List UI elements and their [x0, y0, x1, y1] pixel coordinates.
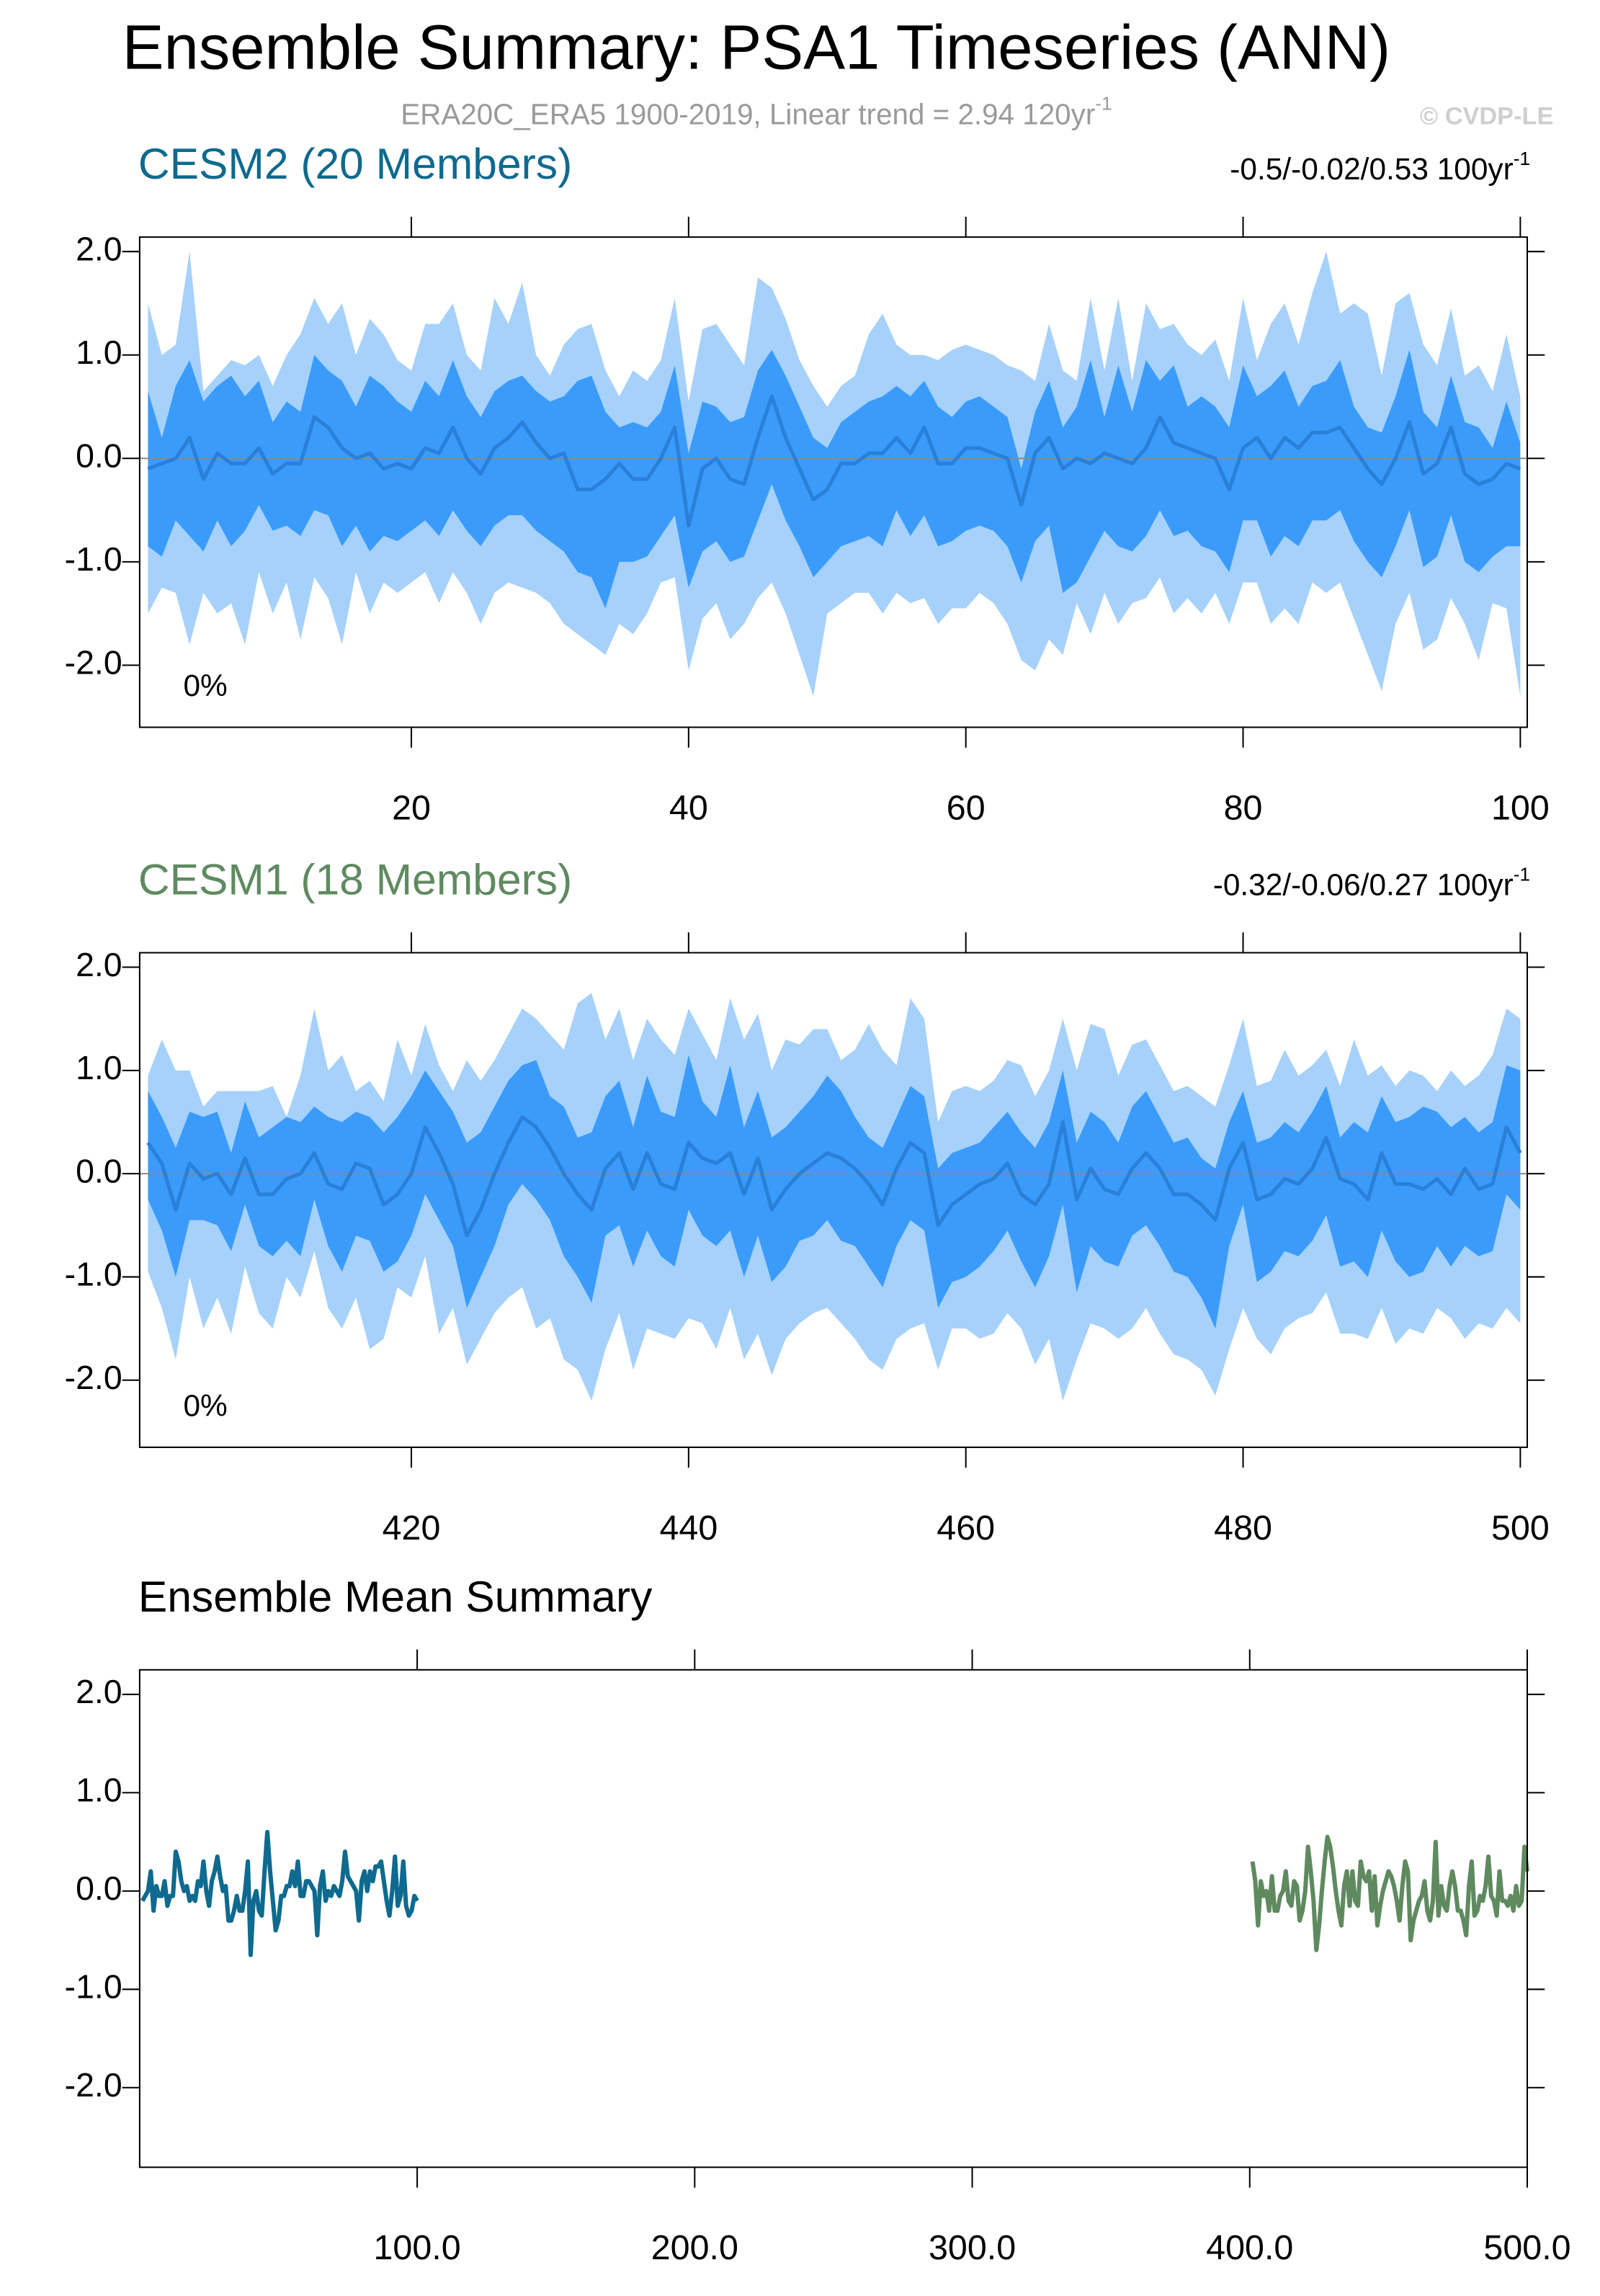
mean-line [146, 1115, 1522, 1238]
summary-line [1250, 1834, 1530, 1952]
x-tick-label: 20 [392, 788, 431, 827]
x-tick-label: 100.0 [373, 2228, 460, 2267]
annotation: 0% [183, 1389, 227, 1423]
y-tick-label: -1.0 [65, 1256, 122, 1293]
panel: 2.0 1.0 0.0 -1.0 -2.0 20 40 60 80 100 CESM2 (20 Me… [65, 139, 1550, 827]
trend-text: -0.5/-0.02/0.53 100yr [1230, 152, 1513, 186]
trend-label: -0.32/-0.06/0.27 100yr-1 [1213, 863, 1530, 901]
plot-frame [138, 1669, 1529, 2168]
y-tick-label: 2.0 [76, 230, 122, 267]
y-tick-label: 2.0 [76, 1673, 122, 1710]
trend-superscript: -1 [1514, 863, 1530, 885]
y-tick-label: 2.0 [76, 946, 122, 983]
x-tick-label: 40 [669, 788, 708, 827]
figure-title: Ensemble Summary: PSA1 Timeseries (ANN) [122, 13, 1391, 83]
y-tick-label: -1.0 [65, 1968, 122, 2006]
plot-frame [138, 236, 1529, 728]
x-tick-label: 440 [659, 1509, 718, 1547]
x-tick-label: 300.0 [929, 2228, 1016, 2267]
x-tick-label: 200.0 [651, 2228, 738, 2267]
y-tick-label: 0.0 [76, 437, 122, 475]
subtitle-superscript: -1 [1095, 92, 1112, 114]
trend-label: -0.5/-0.02/0.53 100yr-1 [1230, 148, 1530, 186]
x-tick-label: 420 [383, 1509, 441, 1547]
x-tick-label: 100 [1491, 788, 1550, 827]
trend-text: -0.32/-0.06/0.27 100yr [1213, 868, 1514, 902]
panel-title: CESM2 (20 Members) [138, 139, 572, 188]
figure-subtitle: ERA20C_ERA5 1900-2019, Linear trend = 2.… [401, 92, 1112, 130]
y-tick-label: 0.0 [76, 1152, 122, 1189]
summary-line [140, 1829, 419, 1957]
x-tick-label: 400.0 [1206, 2228, 1293, 2267]
plot-frame [138, 952, 1529, 1448]
panel-title: Ensemble Mean Summary [138, 1572, 653, 1621]
trend-superscript: -1 [1514, 148, 1530, 169]
x-tick-label: 480 [1214, 1509, 1272, 1547]
subtitle-text: ERA20C_ERA5 1900-2019, Linear trend = 2.… [401, 97, 1095, 130]
copyright: © CVDP-LE [1420, 103, 1553, 130]
mean-line [147, 394, 1521, 528]
y-tick-label: 1.0 [76, 1049, 122, 1086]
y-tick-label: 1.0 [76, 1772, 122, 1809]
y-tick-label: -2.0 [65, 644, 122, 682]
annotation: 0% [183, 669, 227, 702]
y-tick-label: -2.0 [65, 1359, 122, 1396]
y-tick-label: -2.0 [65, 2066, 122, 2104]
x-tick-label: 500.0 [1483, 2228, 1570, 2267]
y-tick-label: 1.0 [76, 334, 122, 371]
x-tick-label: 80 [1224, 788, 1263, 827]
x-tick-label: 60 [947, 788, 986, 827]
y-tick-label: -1.0 [65, 540, 122, 578]
x-tick-label: 500 [1491, 1509, 1550, 1547]
band-area [148, 1055, 1521, 1329]
panel: 2.0 1.0 0.0 -1.0 -2.0 100.0 200.0 300.0 400.0 500… [65, 1572, 1571, 2267]
panel: 2.0 1.0 0.0 -1.0 -2.0 420 440 460 480 500 CESM1 (1… [65, 855, 1550, 1547]
y-tick-label: 0.0 [76, 1870, 122, 1907]
panel-title: CESM1 (18 Members) [138, 855, 572, 904]
x-tick-label: 460 [937, 1509, 995, 1547]
